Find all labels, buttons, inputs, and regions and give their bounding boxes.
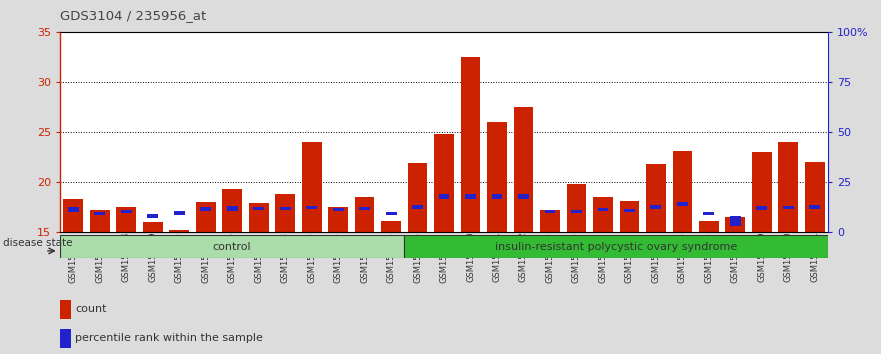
Bar <box>174 211 185 215</box>
Bar <box>404 235 828 258</box>
Text: percentile rank within the sample: percentile rank within the sample <box>76 333 263 343</box>
Bar <box>619 201 640 232</box>
Bar <box>63 199 83 232</box>
Text: insulin-resistant polycystic ovary syndrome: insulin-resistant polycystic ovary syndr… <box>495 242 737 252</box>
Bar <box>492 194 502 199</box>
Bar <box>196 202 216 232</box>
Bar <box>94 212 105 215</box>
Bar <box>434 134 454 232</box>
Bar <box>279 207 291 210</box>
Bar <box>200 207 211 211</box>
Bar <box>306 206 317 209</box>
Bar <box>60 300 70 319</box>
Text: disease state: disease state <box>3 238 72 248</box>
Bar <box>487 122 507 232</box>
Bar <box>461 57 480 232</box>
Bar <box>597 208 609 211</box>
Bar <box>672 151 692 232</box>
Bar <box>514 107 533 232</box>
Text: count: count <box>76 304 107 314</box>
Bar <box>333 208 344 211</box>
Bar <box>60 329 70 348</box>
Bar <box>408 163 427 232</box>
Bar <box>381 221 401 232</box>
Text: control: control <box>213 242 251 252</box>
Bar <box>805 162 825 232</box>
Bar <box>518 194 529 199</box>
Bar <box>68 207 78 212</box>
Bar <box>699 221 719 232</box>
Bar <box>248 203 269 232</box>
Bar <box>593 197 613 232</box>
Bar <box>624 209 635 212</box>
Bar <box>725 217 745 232</box>
Bar <box>465 194 476 199</box>
Bar <box>359 207 370 210</box>
Bar <box>566 184 587 232</box>
Bar <box>757 206 767 210</box>
Bar <box>143 222 163 232</box>
Bar <box>540 210 560 232</box>
Bar <box>60 235 404 258</box>
Bar <box>646 164 666 232</box>
Bar <box>544 210 555 213</box>
Bar <box>779 142 798 232</box>
Bar <box>328 207 348 232</box>
Bar <box>169 230 189 232</box>
Bar <box>253 207 264 210</box>
Bar <box>752 152 772 232</box>
Bar <box>147 214 158 218</box>
Bar <box>677 202 688 206</box>
Bar <box>571 210 582 213</box>
Bar <box>226 206 238 211</box>
Bar <box>116 207 136 232</box>
Bar <box>650 205 662 209</box>
Text: GDS3104 / 235956_at: GDS3104 / 235956_at <box>60 9 206 22</box>
Bar <box>222 189 242 232</box>
Bar <box>121 210 131 213</box>
Bar <box>386 212 396 215</box>
Bar <box>275 194 295 232</box>
Bar <box>783 206 794 209</box>
Bar <box>412 205 423 209</box>
Bar <box>355 197 374 232</box>
Bar <box>810 205 820 209</box>
Bar <box>301 142 322 232</box>
Bar <box>90 210 109 232</box>
Bar <box>730 216 741 226</box>
Bar <box>439 194 449 199</box>
Bar <box>703 212 714 215</box>
